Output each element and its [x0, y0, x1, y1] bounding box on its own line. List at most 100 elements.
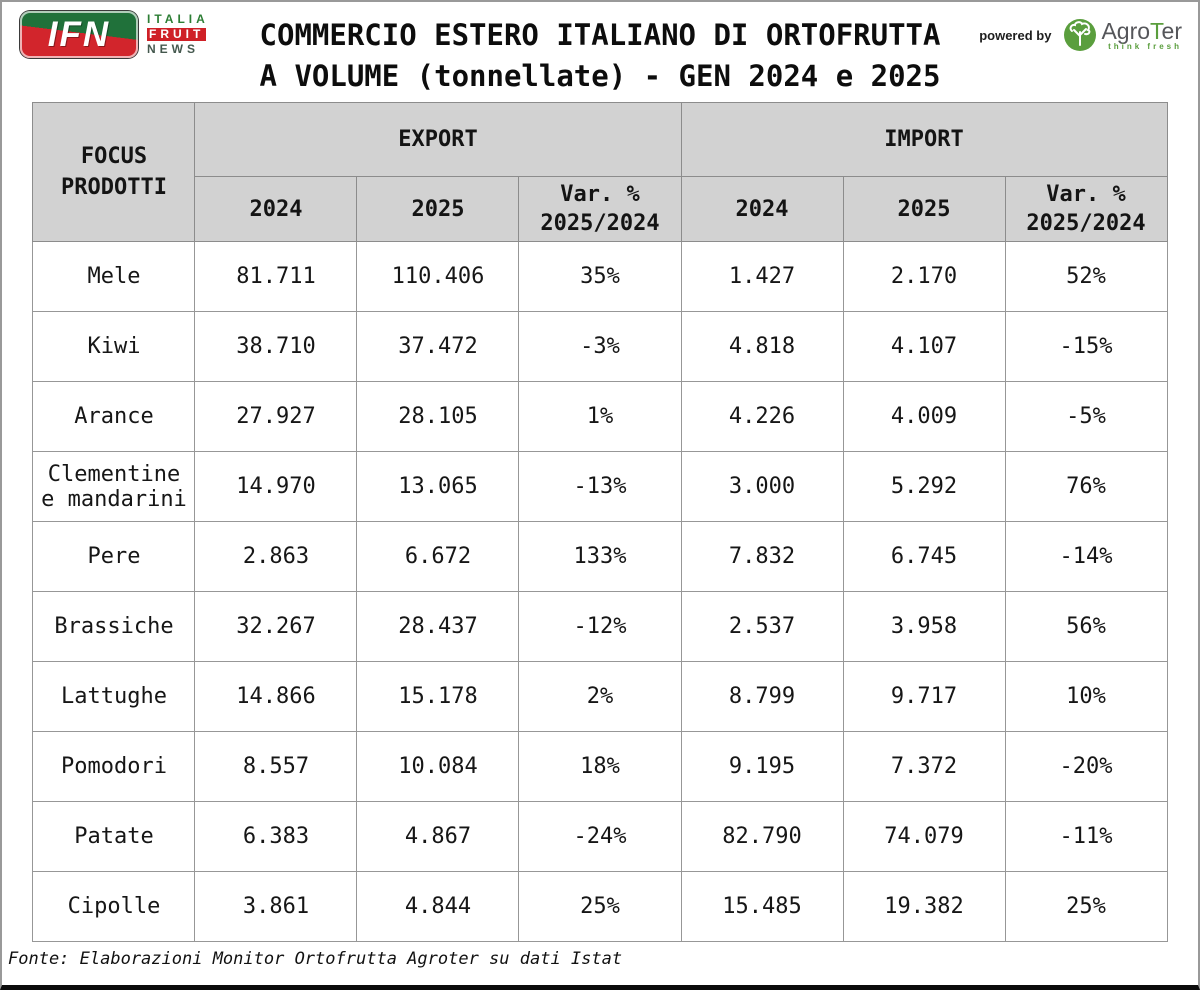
table-body: Mele 81.711 110.406 35% 1.427 2.170 52% …: [32, 241, 1168, 942]
agroter-name: AgroTer: [1101, 17, 1182, 44]
export-2024-cell: 14.970: [194, 451, 358, 522]
header-export-var: Var. % 2025/2024: [518, 176, 682, 242]
export-2025-cell: 110.406: [356, 241, 520, 312]
import-2024-cell: 4.818: [680, 311, 844, 382]
trade-table-head: FOCUS PRODOTTI EXPORT IMPORT 2024 2025 V…: [32, 102, 1168, 242]
agroter-name-post: er: [1161, 17, 1182, 44]
header-sub-row: 2024 2025 Var. % 2025/2024 2024 2025 Var…: [33, 176, 1168, 242]
import-2025-cell: 5.292: [842, 451, 1006, 522]
import-2025-cell: 9.717: [842, 661, 1006, 732]
product-name-cell: Arance: [32, 381, 196, 452]
export-var-cell: 1%: [518, 381, 682, 452]
ifn-word-news: NEWS: [147, 42, 199, 56]
import-var-cell: -15%: [1004, 311, 1168, 382]
ifn-word-italia: ITALIA: [147, 12, 209, 26]
product-name-cell: Clementine e mandarini: [32, 451, 196, 522]
header-export-2025: 2025: [356, 176, 520, 242]
header-import-group: IMPORT: [680, 102, 1168, 177]
export-2025-cell: 10.084: [356, 731, 520, 802]
import-var-cell: 56%: [1004, 591, 1168, 662]
product-name-cell: Kiwi: [32, 311, 196, 382]
ifn-abbr: IFN: [47, 14, 111, 54]
export-2024-cell: 8.557: [194, 731, 358, 802]
export-2024-cell: 3.861: [194, 871, 358, 942]
import-2024-cell: 7.832: [680, 521, 844, 592]
table-row: Arance 27.927 28.105 1% 4.226 4.009 -5%: [32, 381, 1168, 452]
export-2025-cell: 4.867: [356, 801, 520, 872]
product-name-cell: Pere: [32, 521, 196, 592]
import-var-cell: 25%: [1004, 871, 1168, 942]
agroter-wordmark: AgroTer think fresh: [1101, 17, 1182, 51]
powered-by-label: powered by: [979, 27, 1052, 43]
export-var-cell: -24%: [518, 801, 682, 872]
table-row: Cipolle 3.861 4.844 25% 15.485 19.382 25…: [32, 871, 1168, 942]
header-import-var: Var. % 2025/2024: [1004, 176, 1168, 242]
export-var-cell: -12%: [518, 591, 682, 662]
product-name-cell: Brassiche: [32, 591, 196, 662]
import-var-cell: -14%: [1004, 521, 1168, 592]
import-2024-cell: 1.427: [680, 241, 844, 312]
export-var-cell: 18%: [518, 731, 682, 802]
export-2024-cell: 14.866: [194, 661, 358, 732]
import-2024-cell: 2.537: [680, 591, 844, 662]
table-row: Pomodori 8.557 10.084 18% 9.195 7.372 -2…: [32, 731, 1168, 802]
export-2025-cell: 4.844: [356, 871, 520, 942]
export-2024-cell: 38.710: [194, 311, 358, 382]
table-row: Lattughe 14.866 15.178 2% 8.799 9.717 10…: [32, 661, 1168, 732]
export-2025-cell: 13.065: [356, 451, 520, 522]
export-var-cell: 2%: [518, 661, 682, 732]
export-var-cell: -3%: [518, 311, 682, 382]
export-2024-cell: 27.927: [194, 381, 358, 452]
header-group-row: FOCUS PRODOTTI EXPORT IMPORT: [32, 102, 1168, 242]
agroter-tagline: think fresh: [1108, 41, 1182, 51]
export-2024-cell: 2.863: [194, 521, 358, 592]
page-title: COMMERCIO ESTERO ITALIANO DI ORTOFRUTTA …: [2, 2, 1198, 97]
import-2025-cell: 3.958: [842, 591, 1006, 662]
export-2025-cell: 28.105: [356, 381, 520, 452]
trade-table: FOCUS PRODOTTI EXPORT IMPORT 2024 2025 V…: [32, 102, 1168, 942]
export-2025-cell: 37.472: [356, 311, 520, 382]
import-var-cell: -5%: [1004, 381, 1168, 452]
agroter-name-t: T: [1150, 17, 1162, 44]
product-name-cell: Cipolle: [32, 871, 196, 942]
table-row: Patate 6.383 4.867 -24% 82.790 74.079 -1…: [32, 801, 1168, 872]
top-bar: IFN ITALIA FRUIT NEWS COMMERCIO ESTERO I…: [2, 2, 1198, 102]
import-var-cell: 10%: [1004, 661, 1168, 732]
ifn-logo: IFN ITALIA FRUIT NEWS: [20, 11, 209, 58]
import-2024-cell: 15.485: [680, 871, 844, 942]
import-2025-cell: 2.170: [842, 241, 1006, 312]
table-row: Kiwi 38.710 37.472 -3% 4.818 4.107 -15%: [32, 311, 1168, 382]
export-2025-cell: 15.178: [356, 661, 520, 732]
import-var-cell: -20%: [1004, 731, 1168, 802]
export-2024-cell: 32.267: [194, 591, 358, 662]
import-2025-cell: 19.382: [842, 871, 1006, 942]
export-2025-cell: 28.437: [356, 591, 520, 662]
import-2024-cell: 4.226: [680, 381, 844, 452]
export-2024-cell: 81.711: [194, 241, 358, 312]
table-row: Brassiche 32.267 28.437 -12% 2.537 3.958…: [32, 591, 1168, 662]
agroter-tree-icon: [1064, 19, 1097, 51]
export-var-cell: 35%: [518, 241, 682, 312]
source-note: Fonte: Elaborazioni Monitor Ortofrutta A…: [8, 949, 623, 969]
table-row: Pere 2.863 6.672 133% 7.832 6.745 -14%: [32, 521, 1168, 592]
import-2025-cell: 4.107: [842, 311, 1006, 382]
page-title-line1: COMMERCIO ESTERO ITALIANO DI ORTOFRUTTA: [259, 18, 941, 52]
import-2025-cell: 4.009: [842, 381, 1006, 452]
import-var-cell: 52%: [1004, 241, 1168, 312]
page-title-line2: A VOLUME (tonnellate) - GEN 2024 e 2025: [259, 59, 941, 93]
import-2025-cell: 6.745: [842, 521, 1006, 592]
ifn-word-fruit: FRUIT: [147, 27, 207, 41]
import-var-cell: -11%: [1004, 801, 1168, 872]
import-var-cell: 76%: [1004, 451, 1168, 522]
import-2024-cell: 9.195: [680, 731, 844, 802]
import-2025-cell: 74.079: [842, 801, 1006, 872]
import-2024-cell: 82.790: [680, 801, 844, 872]
header-import-2025: 2025: [842, 176, 1006, 242]
header-export-group: EXPORT: [194, 102, 682, 177]
powered-by-block: powered by AgroTer think fresh: [979, 18, 1182, 52]
export-var-cell: 25%: [518, 871, 682, 942]
product-name-cell: Patate: [32, 801, 196, 872]
export-var-cell: 133%: [518, 521, 682, 592]
header-export-2024: 2024: [194, 176, 358, 242]
table-row: Mele 81.711 110.406 35% 1.427 2.170 52%: [32, 241, 1168, 312]
